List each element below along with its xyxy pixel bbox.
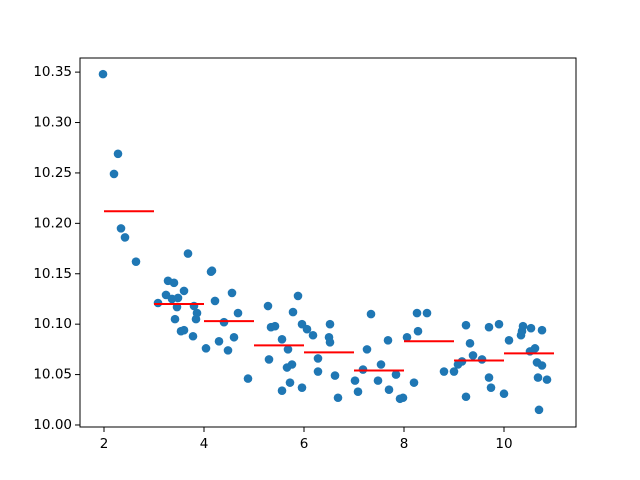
scatter-point xyxy=(109,169,119,179)
scatter-point xyxy=(192,308,202,318)
y-tick-label: 10.25 xyxy=(33,165,72,181)
scatter-point xyxy=(413,326,423,336)
scatter-point xyxy=(350,376,360,385)
scatter-point xyxy=(179,286,189,296)
scatter-point xyxy=(179,325,189,335)
scatter-point xyxy=(188,331,198,341)
scatter-point xyxy=(223,346,233,355)
scatter-point xyxy=(277,334,287,344)
y-tick-label: 10.35 xyxy=(33,64,72,80)
scatter-point xyxy=(384,385,394,394)
scatter-point xyxy=(308,330,318,340)
scatter-point xyxy=(153,298,163,308)
scatter-point xyxy=(283,345,293,354)
scatter-point xyxy=(313,367,323,376)
scatter-point xyxy=(409,378,419,387)
y-tick-label: 10.15 xyxy=(33,266,72,282)
scatter-point xyxy=(449,367,459,376)
scatter-point xyxy=(412,308,422,318)
scatter-point xyxy=(383,335,393,345)
scatter-point xyxy=(526,323,536,333)
scatter-point xyxy=(366,309,376,319)
scatter-point xyxy=(201,344,211,353)
scatter-point xyxy=(533,373,543,382)
scatter-point xyxy=(173,293,183,303)
x-tick-label: 8 xyxy=(400,436,409,452)
scatter-point xyxy=(477,355,487,364)
scatter-point xyxy=(287,360,297,369)
scatter-point xyxy=(362,345,372,354)
scatter-point xyxy=(422,308,432,318)
scatter-point xyxy=(116,224,126,233)
scatter-point xyxy=(486,383,496,392)
y-tick-label: 10.05 xyxy=(33,367,72,383)
scatter-point xyxy=(210,296,220,306)
scatter-point xyxy=(293,291,303,301)
scatter-point xyxy=(358,365,368,374)
scatter-point xyxy=(465,339,475,348)
scatter-point xyxy=(398,393,408,403)
scatter-point xyxy=(391,370,401,379)
scatter-point xyxy=(229,332,239,342)
y-tick-label: 10.10 xyxy=(33,316,72,332)
scatter-point xyxy=(169,278,179,288)
scatter-point xyxy=(499,389,509,399)
scatter-point xyxy=(461,392,471,402)
scatter-point xyxy=(468,351,478,360)
y-tick-label: 10.30 xyxy=(33,115,72,131)
scatter-point xyxy=(207,266,217,276)
scatter-point xyxy=(120,233,130,242)
scatter-point xyxy=(98,69,108,79)
scatter-point xyxy=(277,386,287,396)
scatter-point xyxy=(353,387,363,397)
x-tick-label: 4 xyxy=(200,436,209,452)
scatter-point xyxy=(285,378,295,387)
scatter-point xyxy=(534,405,544,415)
scatter-point xyxy=(484,373,494,382)
scatter-point xyxy=(402,332,412,342)
scatter-point xyxy=(183,249,193,258)
x-tick-label: 10 xyxy=(495,436,512,452)
y-tick-label: 10.20 xyxy=(33,215,72,231)
scatter-point xyxy=(288,307,298,317)
scatter-point xyxy=(297,383,307,392)
plot-area xyxy=(98,69,554,415)
scatter-point xyxy=(461,320,471,330)
scatter-point xyxy=(504,335,514,345)
scatter-point xyxy=(376,360,386,369)
scatter-point xyxy=(227,288,237,298)
x-tick-label: 6 xyxy=(300,436,309,452)
scatter-point xyxy=(313,354,323,363)
scatter-point xyxy=(302,324,312,334)
scatter-point xyxy=(263,301,273,311)
scatter-point xyxy=(243,374,253,383)
scatter-point xyxy=(219,317,229,327)
scatter-point xyxy=(325,338,335,347)
scatter-point xyxy=(542,375,552,384)
scatter-point xyxy=(494,319,504,329)
scatter-point xyxy=(113,149,123,159)
scatter-point xyxy=(373,376,383,385)
scatter-point xyxy=(233,308,243,318)
scatter-point xyxy=(457,357,467,366)
scatter-point xyxy=(214,337,224,346)
scatter-point xyxy=(333,393,343,403)
scatter-point xyxy=(439,367,449,376)
scatter-point xyxy=(131,257,141,266)
scatter-point xyxy=(484,322,494,332)
scatter-point xyxy=(264,355,274,364)
y-tick-label: 10.00 xyxy=(33,417,72,433)
scatter-point xyxy=(170,314,180,324)
scatter-point xyxy=(537,361,547,370)
scatter-point xyxy=(530,344,540,353)
scatter-point xyxy=(330,371,340,380)
axes-frame xyxy=(79,57,577,428)
scatter-point xyxy=(537,325,547,335)
scatter-point xyxy=(270,321,280,331)
scatter-point xyxy=(325,319,335,329)
scatter-point xyxy=(518,321,528,331)
x-tick-label: 2 xyxy=(100,436,109,452)
